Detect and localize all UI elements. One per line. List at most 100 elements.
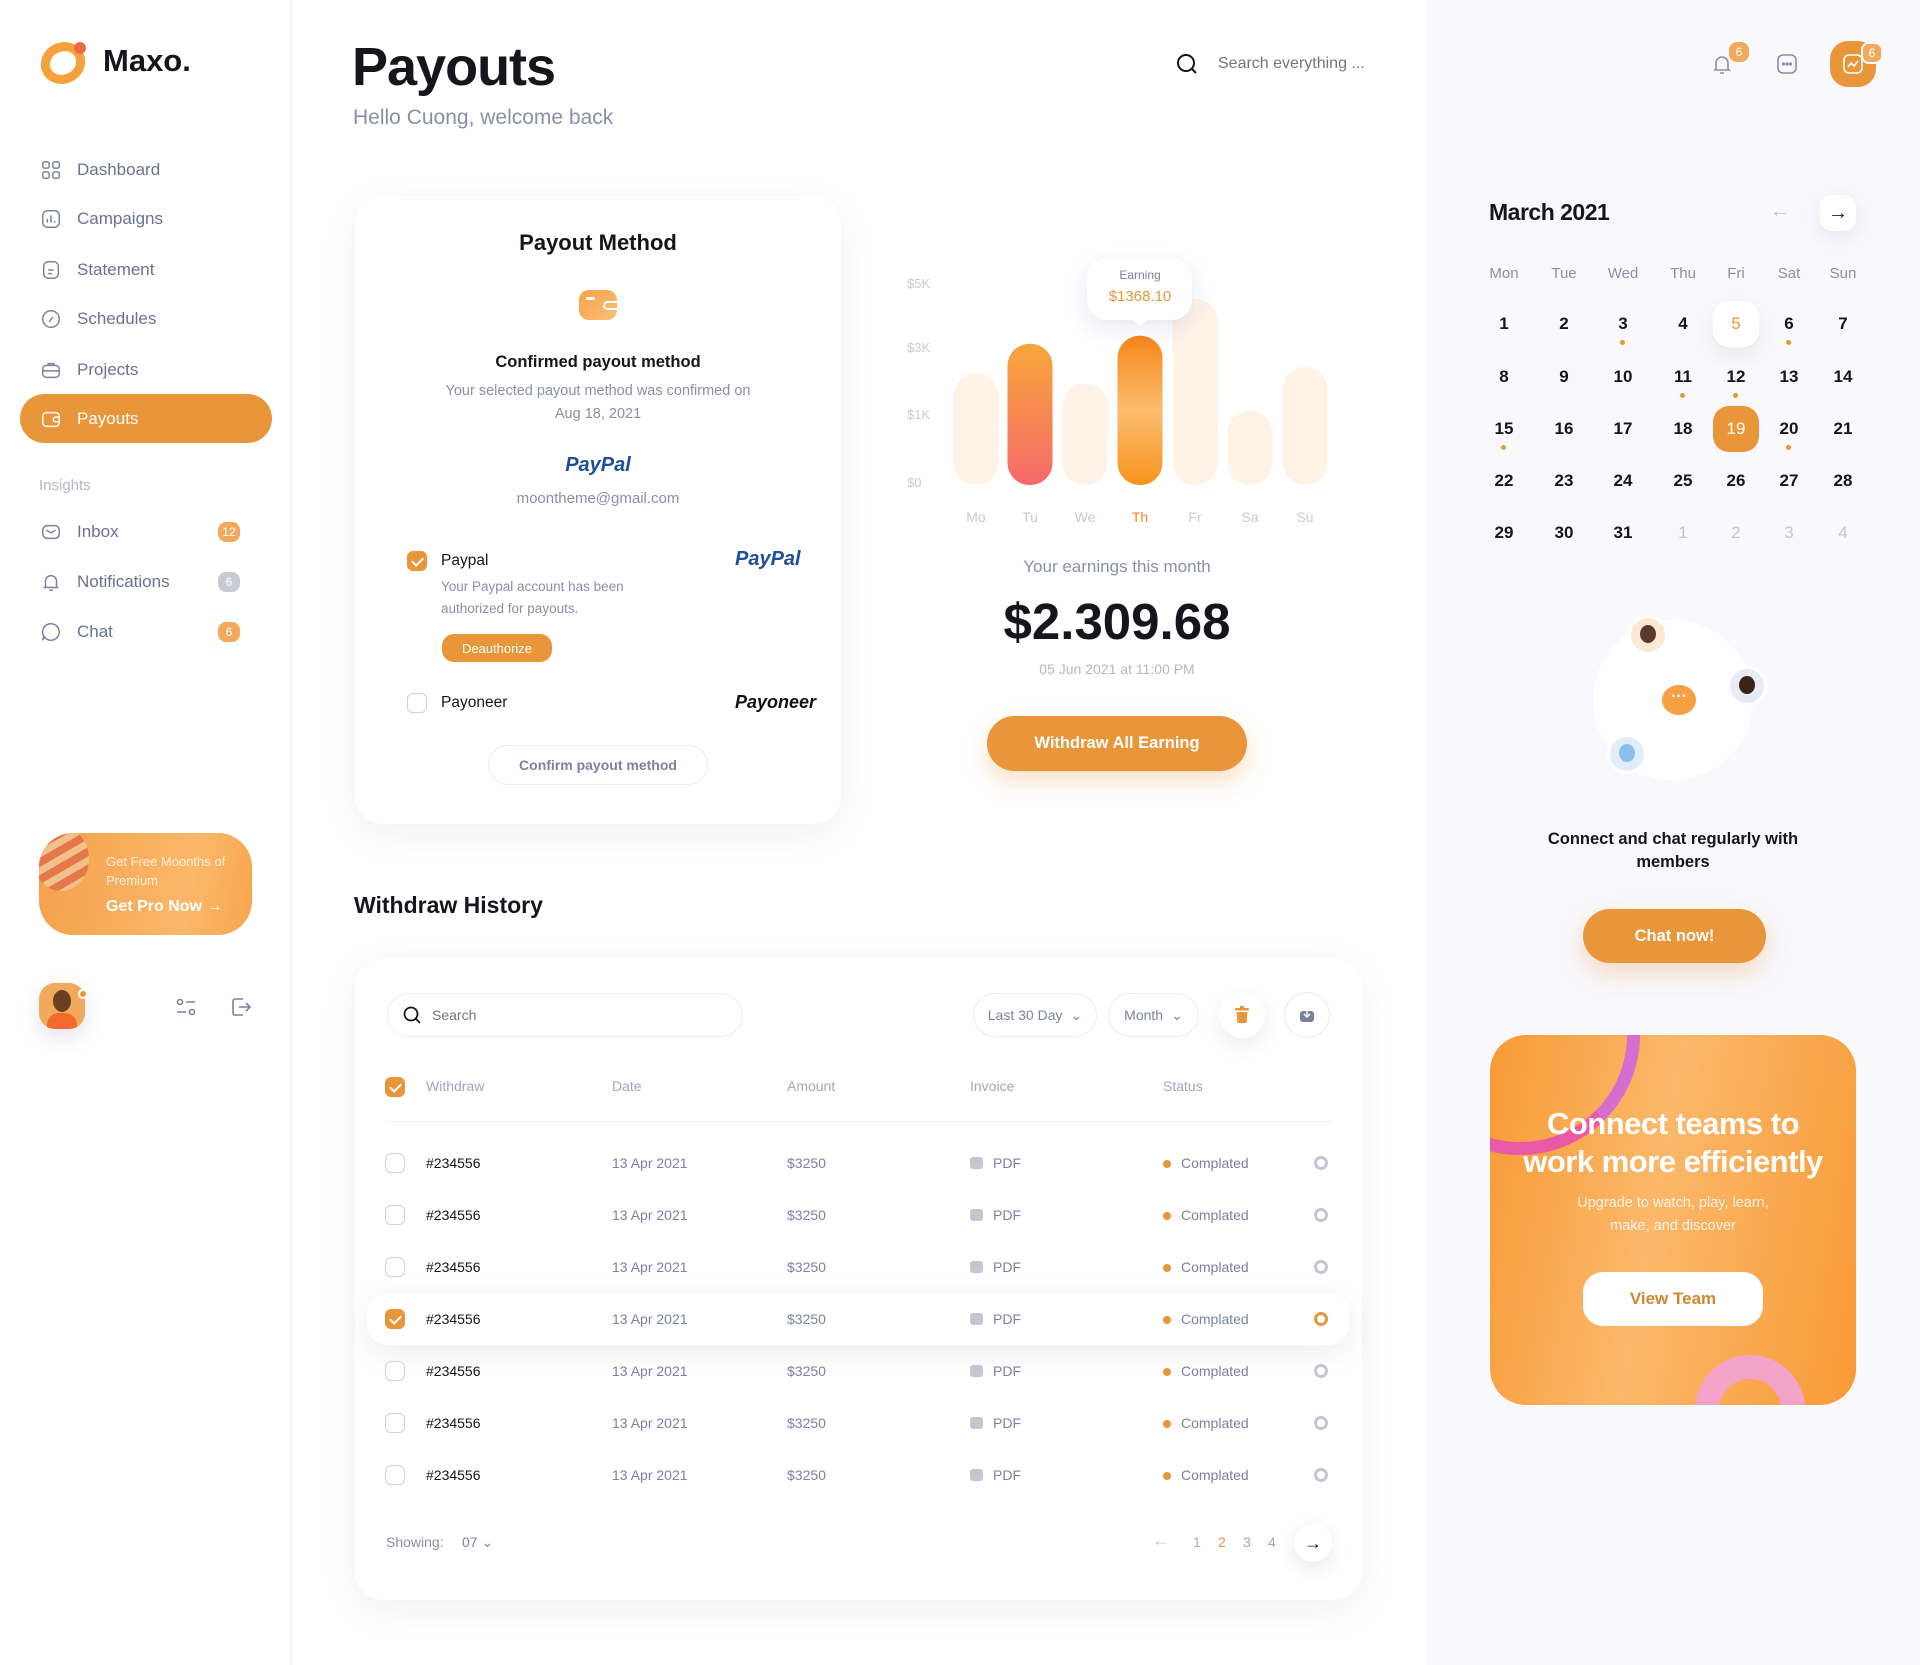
- bar-we[interactable]: [1062, 383, 1108, 485]
- download-button[interactable]: [1284, 992, 1330, 1038]
- page-2-button[interactable]: 2: [1218, 1534, 1226, 1550]
- invoice-pdf-link[interactable]: PDF: [970, 1467, 1021, 1483]
- delete-button[interactable]: [1219, 992, 1265, 1038]
- sidebar-item-campaigns[interactable]: Campaigns: [20, 194, 272, 243]
- withdraw-all-button[interactable]: Withdraw All Earning: [987, 716, 1247, 771]
- bar-mo[interactable]: [953, 373, 999, 485]
- calendar-day[interactable]: 23: [1541, 458, 1587, 504]
- calendar-day[interactable]: 28: [1820, 458, 1866, 504]
- messages-button[interactable]: [1775, 52, 1799, 76]
- calendar-day[interactable]: 19: [1713, 406, 1759, 452]
- row-checkbox[interactable]: [385, 1153, 405, 1173]
- eye-icon[interactable]: [1314, 1260, 1328, 1274]
- calendar-day[interactable]: 20: [1766, 406, 1812, 452]
- invoice-pdf-link[interactable]: PDF: [970, 1207, 1021, 1223]
- page-3-button[interactable]: 3: [1243, 1534, 1251, 1550]
- table-row[interactable]: #234556 13 Apr 2021 $3250 PDF Complated: [367, 1293, 1349, 1345]
- eye-icon[interactable]: [1314, 1312, 1328, 1326]
- sidebar-item-payouts[interactable]: Payouts: [20, 394, 272, 443]
- select-all-checkbox[interactable]: [385, 1077, 405, 1097]
- row-checkbox[interactable]: [385, 1361, 405, 1381]
- table-row[interactable]: #234556 13 Apr 2021 $3250 PDF Complated: [367, 1189, 1349, 1241]
- bar-fr[interactable]: [1172, 299, 1218, 485]
- row-checkbox[interactable]: [385, 1257, 405, 1277]
- eye-icon[interactable]: [1314, 1468, 1328, 1482]
- period-dropdown[interactable]: Month ⌄: [1108, 993, 1199, 1037]
- notifications-button[interactable]: [1710, 52, 1734, 76]
- calendar-day[interactable]: 13: [1766, 354, 1812, 400]
- sidebar-item-notifications[interactable]: Notifications 6: [20, 557, 272, 606]
- invoice-pdf-link[interactable]: PDF: [970, 1155, 1021, 1171]
- view-team-button[interactable]: View Team: [1583, 1272, 1763, 1326]
- eye-icon[interactable]: [1314, 1364, 1328, 1378]
- row-checkbox[interactable]: [385, 1205, 405, 1225]
- table-row[interactable]: #234556 13 Apr 2021 $3250 PDF Complated: [367, 1345, 1349, 1397]
- invoice-pdf-link[interactable]: PDF: [970, 1259, 1021, 1275]
- chat-now-button[interactable]: Chat now!: [1583, 909, 1766, 963]
- calendar-day[interactable]: 16: [1541, 406, 1587, 452]
- eye-icon[interactable]: [1314, 1416, 1328, 1430]
- date-range-dropdown[interactable]: Last 30 Day ⌄: [973, 993, 1097, 1037]
- calendar-day[interactable]: 25: [1660, 458, 1706, 504]
- table-row[interactable]: #234556 13 Apr 2021 $3250 PDF Complated: [367, 1397, 1349, 1449]
- sidebar-item-statement[interactable]: Statement: [20, 245, 272, 294]
- invoice-pdf-link[interactable]: PDF: [970, 1311, 1021, 1327]
- next-page-arrow-icon[interactable]: →: [1294, 1524, 1332, 1562]
- history-search-input[interactable]: [432, 1007, 712, 1023]
- calendar-day[interactable]: 22: [1481, 458, 1527, 504]
- invoice-pdf-link[interactable]: PDF: [970, 1415, 1021, 1431]
- calendar-day[interactable]: 15: [1481, 406, 1527, 452]
- sidebar-item-chat[interactable]: Chat 6: [20, 607, 272, 656]
- calendar-day[interactable]: 9: [1541, 354, 1587, 400]
- invoice-pdf-link[interactable]: PDF: [970, 1363, 1021, 1379]
- search-icon[interactable]: [1175, 52, 1199, 76]
- calendar-day[interactable]: 29: [1481, 510, 1527, 556]
- deauthorize-button[interactable]: Deauthorize: [442, 634, 552, 662]
- calendar-day[interactable]: 1: [1660, 510, 1706, 556]
- column-header-invoice[interactable]: Invoice: [970, 1078, 1015, 1094]
- calendar-day[interactable]: 10: [1600, 354, 1646, 400]
- calendar-day[interactable]: 7: [1820, 301, 1866, 347]
- calendar-day[interactable]: 2: [1541, 301, 1587, 347]
- calendar-day[interactable]: 4: [1820, 510, 1866, 556]
- table-row[interactable]: #234556 13 Apr 2021 $3250 PDF Complated: [367, 1449, 1349, 1501]
- calendar-prev-arrow-icon[interactable]: ←: [1770, 200, 1790, 222]
- page-1-button[interactable]: 1: [1193, 1534, 1201, 1550]
- rows-per-page-dropdown[interactable]: 07 ⌄: [462, 1534, 493, 1551]
- user-avatar[interactable]: [39, 983, 85, 1029]
- history-search-field[interactable]: [387, 993, 743, 1037]
- sidebar-item-inbox[interactable]: Inbox 12: [20, 507, 272, 556]
- confirm-payout-method-button[interactable]: Confirm payout method: [488, 745, 708, 785]
- column-header-status[interactable]: Status: [1163, 1078, 1203, 1094]
- bar-th[interactable]: [1117, 335, 1163, 485]
- sidebar-item-dashboard[interactable]: Dashboard: [20, 145, 272, 194]
- calendar-day[interactable]: 31: [1600, 510, 1646, 556]
- calendar-day[interactable]: 18: [1660, 406, 1706, 452]
- bar-tu[interactable]: [1007, 343, 1053, 485]
- logout-icon[interactable]: [229, 995, 253, 1019]
- sidebar-item-projects[interactable]: Projects: [20, 345, 272, 394]
- calendar-day[interactable]: 6: [1766, 301, 1812, 347]
- calendar-day[interactable]: 4: [1660, 301, 1706, 347]
- calendar-day[interactable]: 27: [1766, 458, 1812, 504]
- column-header-date[interactable]: Date: [612, 1078, 642, 1094]
- settings-sliders-icon[interactable]: [174, 995, 198, 1019]
- calendar-day[interactable]: 24: [1600, 458, 1646, 504]
- calendar-next-arrow-icon[interactable]: →: [1820, 195, 1856, 231]
- calendar-day[interactable]: 11: [1660, 354, 1706, 400]
- table-row[interactable]: #234556 13 Apr 2021 $3250 PDF Complated: [367, 1241, 1349, 1293]
- calendar-day[interactable]: 12: [1713, 354, 1759, 400]
- calendar-day[interactable]: 5: [1713, 301, 1759, 347]
- calendar-day[interactable]: 17: [1600, 406, 1646, 452]
- page-4-button[interactable]: 4: [1268, 1534, 1276, 1550]
- sidebar-item-schedules[interactable]: Schedules: [20, 294, 272, 343]
- promo-card[interactable]: Get Free Moonths of Premium Get Pro Now …: [39, 833, 252, 935]
- column-header-withdraw[interactable]: Withdraw: [426, 1078, 485, 1094]
- bar-su[interactable]: [1282, 367, 1328, 485]
- calendar-day[interactable]: 21: [1820, 406, 1866, 452]
- calendar-day[interactable]: 3: [1766, 510, 1812, 556]
- calendar-day[interactable]: 3: [1600, 301, 1646, 347]
- calendar-day[interactable]: 8: [1481, 354, 1527, 400]
- prev-page-arrow-icon[interactable]: ←: [1152, 1530, 1170, 1550]
- table-row[interactable]: #234556 13 Apr 2021 $3250 PDF Complated: [367, 1137, 1349, 1189]
